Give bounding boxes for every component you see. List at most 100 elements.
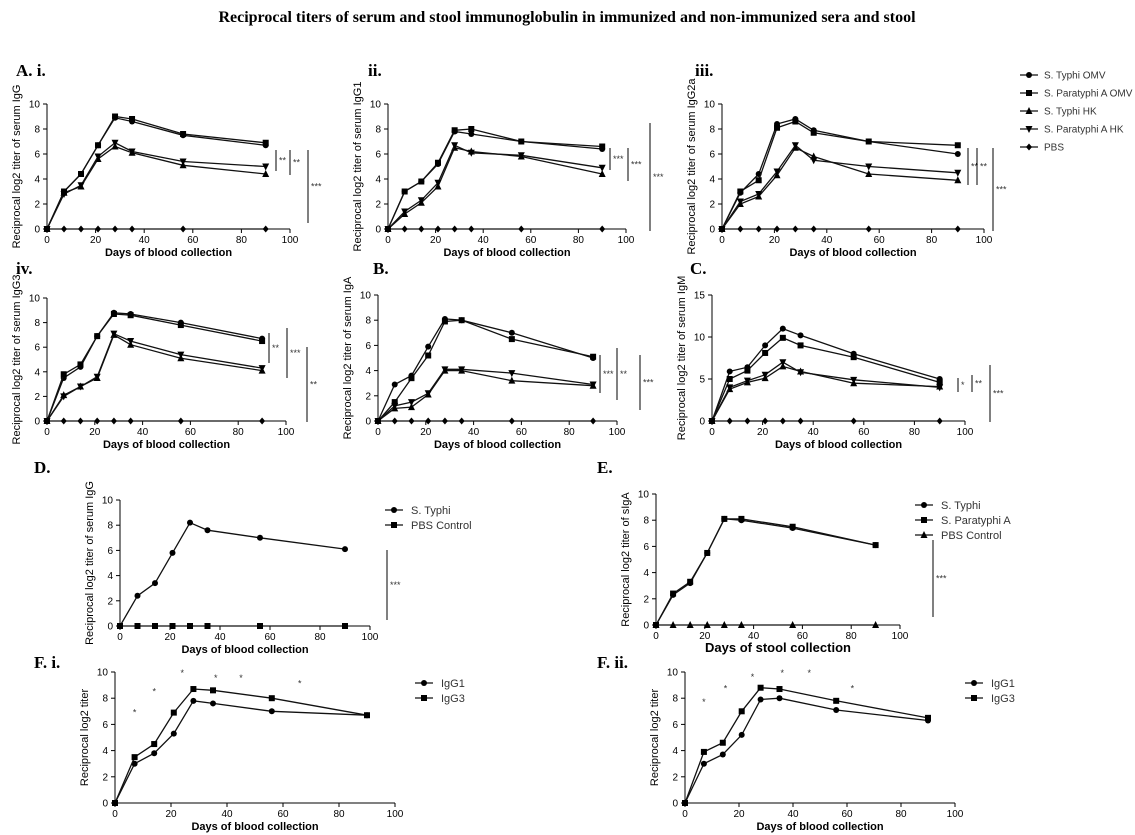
- data-point: [670, 590, 677, 597]
- data-point: [744, 417, 751, 425]
- figure-title: Reciprocal titers of serum and stool imm…: [218, 9, 916, 26]
- data-point: [110, 310, 117, 317]
- x-axis-title: Days of blood collection: [103, 439, 230, 451]
- x-axis-title: Days of blood collection: [789, 247, 916, 259]
- x-tick-label: 100: [976, 235, 993, 246]
- data-point: [417, 197, 425, 205]
- panel-label: ii.: [368, 61, 382, 80]
- data-point: [76, 383, 84, 391]
- x-axis-title: Days of blood collection: [105, 247, 232, 259]
- legend-marker: [971, 680, 977, 686]
- data-point: [669, 621, 677, 628]
- significance-star: *: [239, 673, 243, 683]
- series-line: [387, 147, 603, 230]
- data-point: [755, 225, 762, 233]
- data-point: [77, 417, 84, 425]
- legend-marker: [391, 507, 397, 513]
- x-tick-label: 20: [769, 235, 781, 246]
- data-point: [700, 748, 707, 755]
- series-s-typhi-hk: [718, 143, 962, 232]
- y-tick-label: 10: [704, 100, 716, 111]
- data-point: [117, 623, 123, 629]
- series-pbs: [385, 225, 606, 233]
- x-tick-label: 100: [957, 427, 974, 438]
- data-point: [112, 800, 118, 806]
- legend-item: IgG1: [965, 678, 1015, 690]
- data-point: [762, 349, 769, 356]
- y-tick-label: 8: [107, 521, 113, 532]
- y-tick-label: 6: [365, 341, 371, 352]
- series-pbs: [44, 225, 269, 233]
- data-point: [262, 163, 270, 171]
- legend-label: PBS Control: [941, 530, 1002, 542]
- significance-label: ***: [390, 580, 401, 590]
- data-point: [441, 318, 448, 325]
- x-tick-label: 60: [185, 427, 197, 438]
- x-tick-label: 40: [748, 631, 760, 642]
- data-point: [776, 686, 783, 693]
- data-point: [761, 371, 769, 379]
- data-point: [737, 225, 744, 233]
- y-tick-label: 8: [643, 516, 649, 527]
- legend-marker: [920, 531, 928, 538]
- data-point: [112, 113, 119, 120]
- data-point: [508, 336, 515, 343]
- y-tick-label: 10: [102, 496, 114, 507]
- x-tick-label: 80: [926, 235, 938, 246]
- legend-marker: [1025, 126, 1033, 133]
- data-point: [151, 750, 158, 757]
- main-legend: S. Typhi OMV S. Paratyphi A OMV S. Typhi H…: [1020, 71, 1133, 154]
- x-tick-label: 60: [858, 427, 870, 438]
- data-point: [810, 225, 817, 233]
- y-axis-title: Reciprocal log2 titer: [649, 689, 661, 787]
- data-point: [738, 731, 745, 738]
- significance-label: ***: [653, 172, 664, 182]
- data-point: [170, 730, 177, 737]
- legend-marker: [971, 695, 977, 701]
- y-tick-label: 6: [107, 546, 113, 557]
- data-point: [762, 417, 769, 425]
- data-point: [458, 317, 465, 324]
- legend-label: IgG1: [441, 678, 465, 690]
- y-tick-label: 6: [375, 150, 381, 161]
- legend-marker: [421, 695, 427, 701]
- data-point: [95, 225, 102, 233]
- data-point: [704, 549, 711, 556]
- significance-star: *: [152, 686, 156, 696]
- series-line: [655, 518, 876, 626]
- x-tick-label: 60: [525, 235, 537, 246]
- x-tick-label: 0: [117, 632, 123, 643]
- series-s-typhi-omv: [719, 116, 961, 232]
- data-point: [652, 621, 660, 628]
- x-tick-label: 40: [808, 427, 820, 438]
- series-s-typhi-hk: [384, 143, 606, 232]
- data-point: [703, 621, 711, 628]
- data-point: [776, 695, 783, 702]
- data-point: [773, 168, 781, 176]
- x-tick-label: 80: [236, 235, 248, 246]
- series-line: [655, 518, 876, 626]
- data-point: [129, 116, 136, 122]
- y-tick-label: 6: [34, 150, 40, 161]
- data-point: [177, 322, 184, 329]
- data-point: [112, 225, 119, 233]
- y-tick-label: 2: [643, 594, 649, 605]
- panel-legend: IgG1 IgG3: [415, 678, 465, 705]
- data-point: [833, 697, 840, 704]
- data-point: [210, 700, 216, 707]
- series-line: [387, 144, 603, 230]
- legend-label: S. Paratyphi A OMV: [1044, 89, 1133, 100]
- y-tick-label: 8: [365, 316, 371, 327]
- data-point: [257, 534, 263, 541]
- x-tick-label: 60: [187, 235, 199, 246]
- series-pbs: [719, 225, 961, 233]
- series-pbs: [375, 417, 597, 425]
- series-s-paratyphi-a-omv: [385, 126, 606, 232]
- significance-label: ***: [996, 185, 1007, 195]
- data-point: [177, 417, 184, 425]
- x-tick-label: 20: [757, 427, 769, 438]
- series-s-paratyphi-a-hk: [43, 330, 266, 425]
